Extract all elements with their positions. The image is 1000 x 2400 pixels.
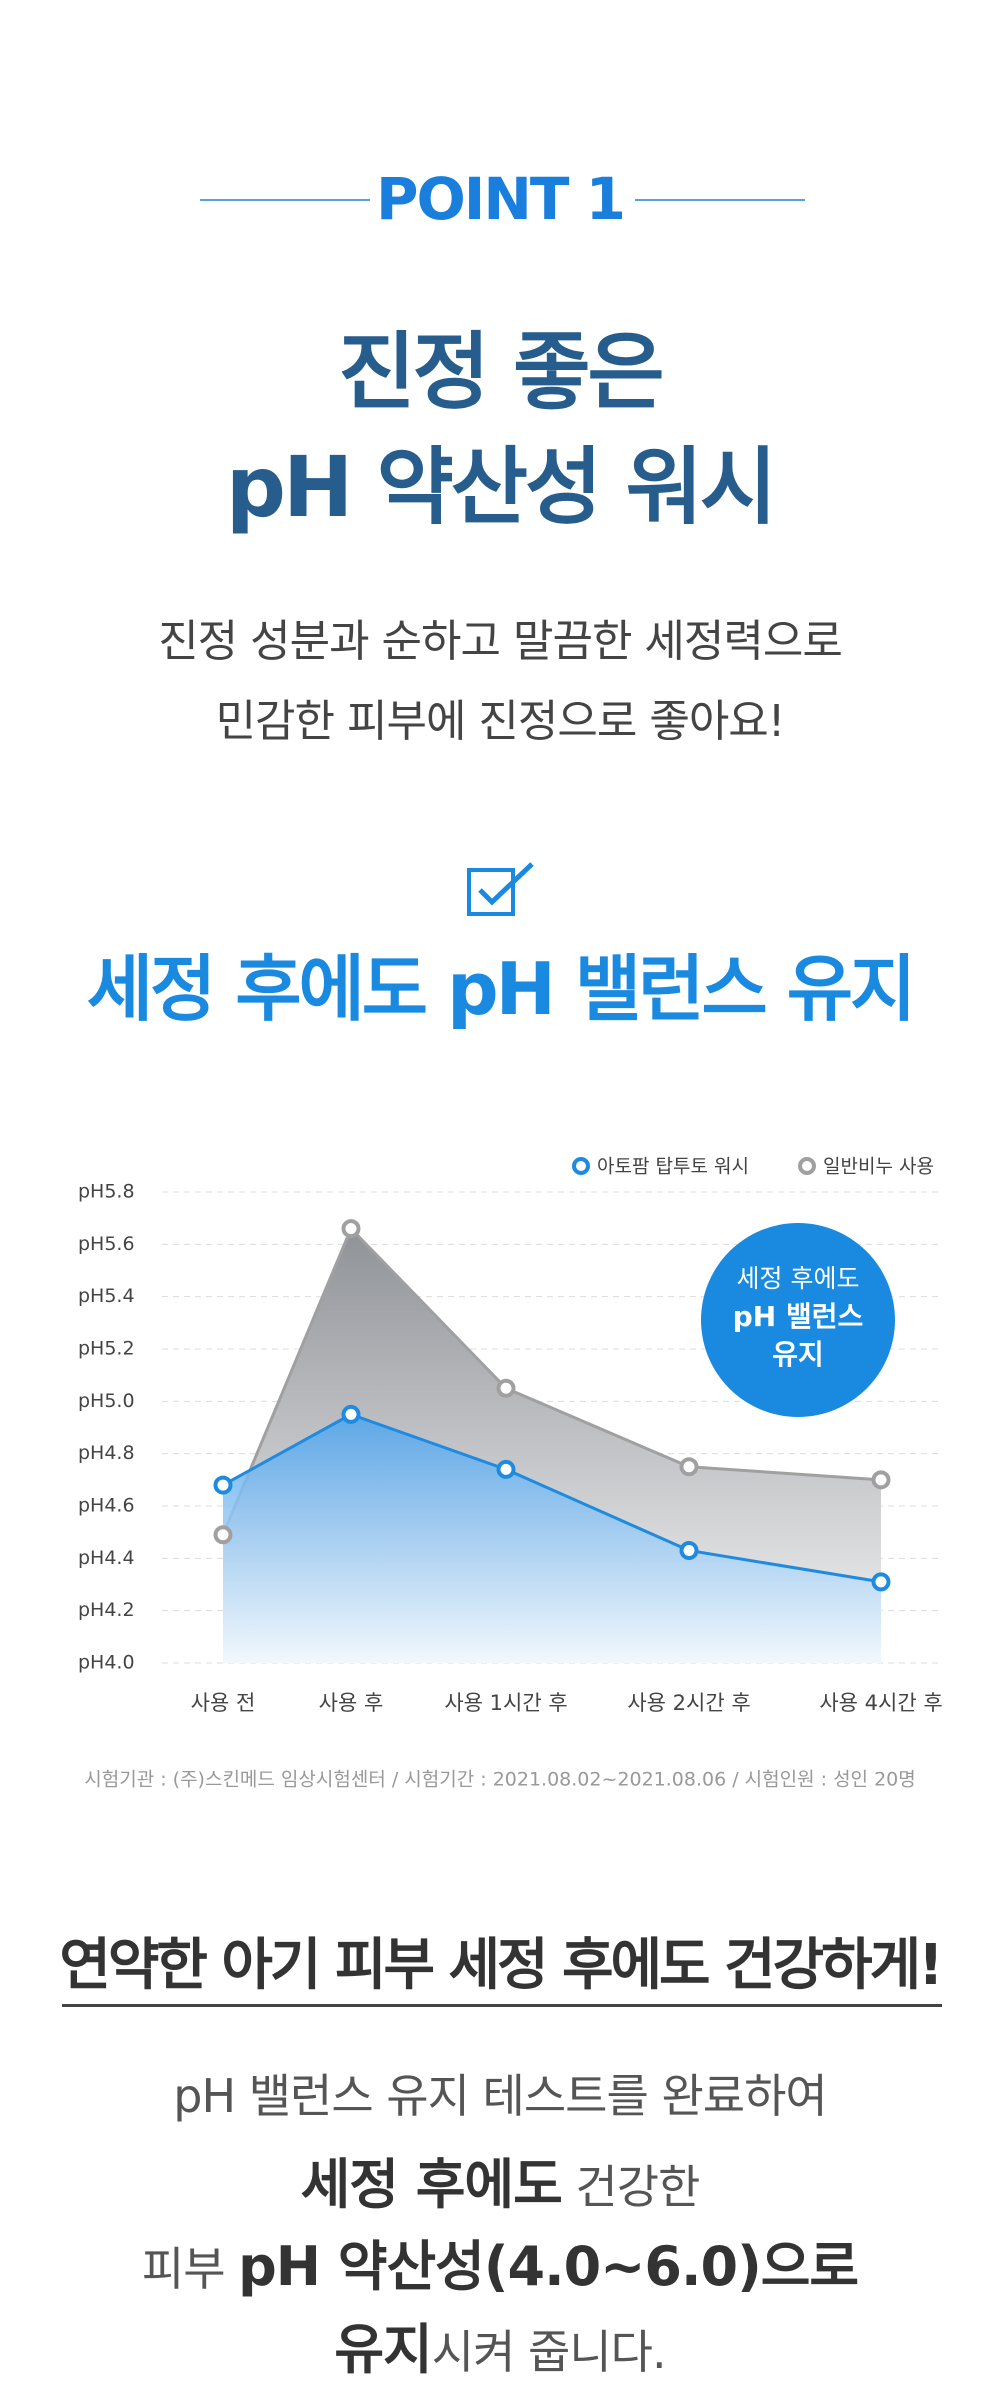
- body-text: 피부: [141, 2242, 239, 2296]
- y-tick-label: pH4.8: [78, 1442, 135, 1464]
- x-tick-label: 사용 4시간 후: [819, 1691, 942, 1715]
- badge-text: 유지: [772, 1338, 824, 1371]
- x-tick-label: 사용 전: [191, 1691, 256, 1715]
- area: [223, 1414, 881, 1663]
- headline: 진정 좋은: [338, 323, 664, 421]
- legend-marker: [798, 1157, 816, 1175]
- point: [871, 1470, 891, 1490]
- legend-label: 아토팜 탑투토 워시: [597, 1156, 749, 1178]
- point-rule: [200, 199, 370, 201]
- point: [341, 1219, 361, 1239]
- body-line: 피부 pH 약산성(4.0~6.0)으로: [0, 2222, 1000, 2301]
- body-line: 유지시켜 줍니다.: [0, 2305, 1000, 2384]
- check-icon: [467, 862, 534, 916]
- section-title: 세정 후에도 pH 밸런스 유지: [86, 947, 916, 1031]
- point: [679, 1540, 699, 1560]
- body-line: 세정 후에도 건강한: [0, 2140, 1000, 2219]
- y-tick-label: pH4.6: [78, 1495, 135, 1517]
- point-rule: [635, 199, 805, 201]
- badge-text: pH 밸런스: [733, 1300, 864, 1333]
- body-emphasis: pH 약산성(4.0~6.0)으로: [238, 2235, 859, 2298]
- point: [871, 1572, 891, 1592]
- headline: pH 약산성 워시: [225, 438, 777, 536]
- intro-line: 진정 성분과 순하고 말끔한 세정력으로: [158, 616, 843, 667]
- point: [213, 1525, 233, 1545]
- body-text: pH 밸런스 유지 테스트를 완료하여: [173, 2069, 827, 2123]
- body-emphasis: 세정 후에도: [300, 2153, 563, 2216]
- x-tick-label: 사용 2시간 후: [627, 1691, 750, 1715]
- x-tick-label: 사용 후: [319, 1691, 384, 1715]
- y-tick-label: pH5.2: [78, 1338, 135, 1360]
- chart: pH4.0 pH4.2 pH4.4 pH4.6 pH4.8 pH5.0 pH5.2 pH5.4…: [78, 1156, 943, 1791]
- y-tick-label: pH5.0: [78, 1390, 135, 1412]
- point: [679, 1457, 699, 1477]
- x-tick-label: 사용 1시간 후: [444, 1691, 567, 1715]
- legend-label: 일반비누 사용: [823, 1156, 934, 1178]
- subheading-rule: [62, 2004, 942, 2007]
- badge: [701, 1223, 895, 1417]
- body-text: 시켜 줍니다.: [431, 2325, 667, 2379]
- body-emphasis: 유지: [334, 2318, 432, 2381]
- point: [213, 1475, 233, 1495]
- point: [341, 1404, 361, 1424]
- legend-marker: [572, 1157, 590, 1175]
- point: [496, 1378, 516, 1398]
- badge-text: 세정 후에도: [737, 1264, 860, 1293]
- y-tick-label: pH5.4: [78, 1285, 135, 1307]
- footnote: 시험기관 : (주)스킨메드 임상시험센터 / 시험기간 : 2021.08.0…: [84, 1769, 915, 1791]
- point: [496, 1459, 516, 1479]
- y-tick-label: pH5.6: [78, 1233, 135, 1255]
- y-tick-label: pH4.2: [78, 1599, 135, 1621]
- point-label: POINT 1: [375, 165, 626, 233]
- body-text: 건강한: [561, 2160, 700, 2214]
- y-tick-label: pH5.8: [78, 1181, 135, 1203]
- y-tick-label: pH4.0: [78, 1652, 135, 1674]
- y-tick-label: pH4.4: [78, 1547, 135, 1569]
- body-line: pH 밸런스 유지 테스트를 완료하여: [0, 2060, 1000, 2126]
- subheading: 연약한 아기 피부 세정 후에도 건강하게!: [59, 1933, 943, 1998]
- intro-line: 민감한 피부에 진정으로 좋아요!: [215, 696, 786, 747]
